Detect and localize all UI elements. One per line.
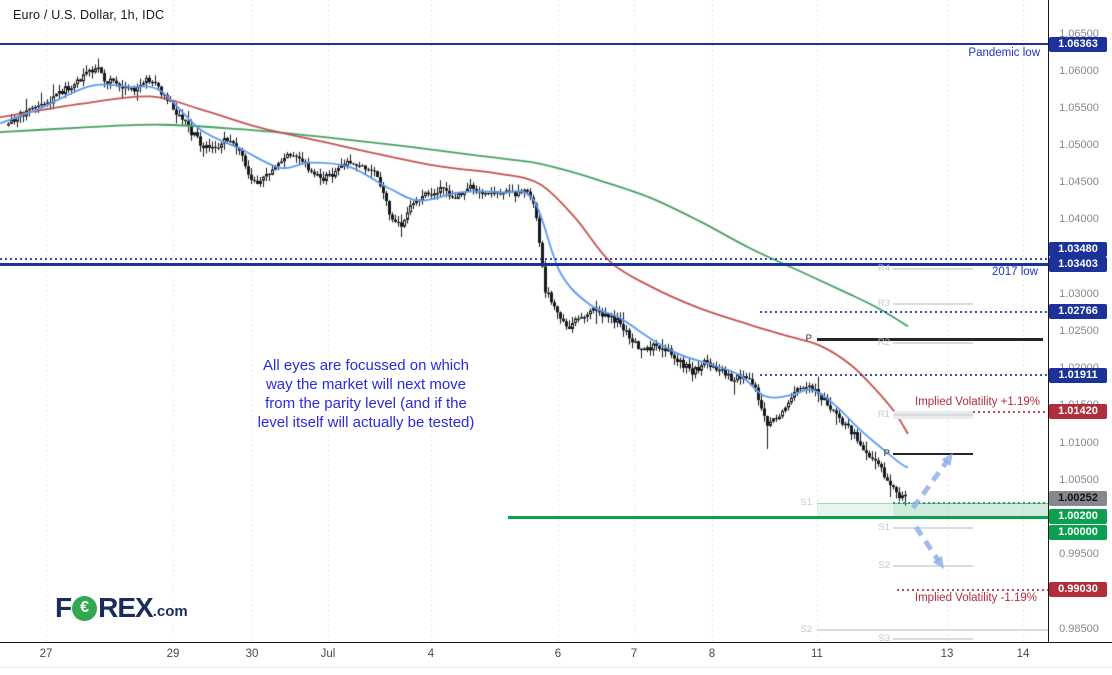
time-axis-tick: 8 xyxy=(708,648,716,660)
time-axis-tick: 30 xyxy=(245,648,259,660)
note-line: All eyes are focussed on which xyxy=(263,357,469,374)
level-line-parity-line[interactable] xyxy=(508,515,1048,519)
time-axis-tick: Jul xyxy=(320,648,336,660)
price-axis-tick: 1.00500 xyxy=(1059,473,1099,486)
pivot-label-s2: S2 xyxy=(878,560,890,571)
price-badge-implied-vol-upper: 1.01420 xyxy=(1049,404,1107,420)
level-line-low-2017[interactable] xyxy=(0,262,1048,266)
logo-tld: .com xyxy=(152,603,188,620)
price-chart-canvas[interactable] xyxy=(0,0,1048,642)
price-axis-tick: 0.98500 xyxy=(1059,622,1099,635)
price-axis-tick: 1.05500 xyxy=(1059,101,1099,114)
price-axis[interactable] xyxy=(1048,0,1112,643)
price-badge-level-102766: 1.02766 xyxy=(1049,304,1107,320)
pivot-label-r2: R2 xyxy=(877,337,890,348)
last-price-badge: 1.00252 xyxy=(1049,490,1107,506)
logo-text: REX xyxy=(98,592,154,623)
implied-vol-lower-label: Implied Volatility -1.19% xyxy=(914,592,1037,604)
price-axis-tick: 1.04500 xyxy=(1059,176,1099,189)
pivot-line-p xyxy=(893,453,973,455)
pivot-line-r4 xyxy=(893,268,973,270)
pivot-label-p: P xyxy=(805,333,812,344)
price-badge-parity-upper: 1.00200 xyxy=(1049,508,1107,524)
logo-text: F xyxy=(55,592,72,623)
pivot-line-r1 xyxy=(893,414,973,416)
note-line: way the market will next move xyxy=(265,376,467,393)
level-line-pandemic-low[interactable] xyxy=(0,43,1048,46)
price-axis-tick: 1.04000 xyxy=(1059,213,1099,226)
level-line-parity-upper[interactable] xyxy=(893,501,1048,504)
price-badge-parity-line: 1.00000 xyxy=(1049,524,1107,540)
pivot-line-r2 xyxy=(893,342,973,344)
price-axis-tick: 1.01000 xyxy=(1059,436,1099,449)
time-axis-tick: 29 xyxy=(166,648,180,660)
note-line: from the parity level (and if the xyxy=(265,395,467,412)
pivot-label-r4: R4 xyxy=(877,263,890,274)
time-axis-tick: 14 xyxy=(1016,648,1030,660)
pivot-line-p xyxy=(817,337,1043,341)
price-axis-tick: 1.02500 xyxy=(1059,325,1099,337)
time-axis-tick: 27 xyxy=(39,648,53,660)
pivot-label-s3: S3 xyxy=(878,633,890,644)
pivot-line-s2 xyxy=(817,629,1048,631)
pivot-line-r3 xyxy=(893,303,973,305)
level-line-implied-vol-lower[interactable] xyxy=(897,588,1048,591)
analyst-note[interactable]: All eyes are focussed on which way the m… xyxy=(230,356,502,432)
pivot-label-r3: R3 xyxy=(877,298,890,309)
price-axis-tick: 0.99500 xyxy=(1059,548,1099,561)
note-line: level itself will actually be tested) xyxy=(257,414,475,431)
pivot-label-p: P xyxy=(883,448,890,459)
price-badge-low-2017: 1.03403 xyxy=(1049,256,1107,272)
price-axis-tick: 1.06500 xyxy=(1059,27,1099,40)
price-badge-level-103480: 1.03480 xyxy=(1049,241,1107,257)
pivot-label-r1: R1 xyxy=(877,409,890,420)
level-line-level-102766[interactable] xyxy=(760,310,1048,313)
forex-com-logo: F € REX .com xyxy=(55,592,188,624)
bottom-divider xyxy=(0,667,1112,668)
price-axis-tick: 1.05000 xyxy=(1059,139,1099,152)
time-axis-tick: 6 xyxy=(554,648,562,660)
level-line-level-103480[interactable] xyxy=(0,257,1048,260)
price-badge-level-101911: 1.01911 xyxy=(1049,367,1107,383)
2017-low-label: 2017 low xyxy=(991,266,1038,278)
pivot-label-s2: S2 xyxy=(800,624,812,635)
price-axis-tick: 1.03000 xyxy=(1059,287,1099,300)
time-axis-tick: 11 xyxy=(811,648,823,660)
trend-arrow[interactable] xyxy=(913,525,942,563)
pivot-label-s1: S1 xyxy=(878,522,890,533)
pivot-line-s1 xyxy=(893,527,973,529)
trend-arrow-head xyxy=(941,453,953,466)
trend-arrow[interactable] xyxy=(910,458,950,510)
price-badge-pandemic-low: 1.06363 xyxy=(1049,36,1107,52)
time-axis-tick: 7 xyxy=(630,648,638,660)
time-axis-tick: 4 xyxy=(427,648,435,660)
level-line-level-101911[interactable] xyxy=(760,374,1048,377)
trend-arrow-head xyxy=(932,555,944,569)
euro-disc-icon: € xyxy=(72,595,98,621)
price-badge-implied-vol-lower: 0.99030 xyxy=(1049,582,1107,598)
price-axis-tick: 1.06000 xyxy=(1059,64,1099,77)
time-axis[interactable] xyxy=(0,642,1112,675)
pandemic-low-label: Pandemic low xyxy=(968,47,1040,59)
pivot-line-s3 xyxy=(893,638,973,640)
pivot-line-s2 xyxy=(893,565,973,567)
symbol-title[interactable]: Euro / U.S. Dollar, 1h, IDC xyxy=(13,8,165,22)
implied-vol-upper-label: Implied Volatility +1.19% xyxy=(915,396,1040,408)
time-axis-tick: 13 xyxy=(940,648,954,660)
pivot-label-s1: S1 xyxy=(800,497,812,508)
